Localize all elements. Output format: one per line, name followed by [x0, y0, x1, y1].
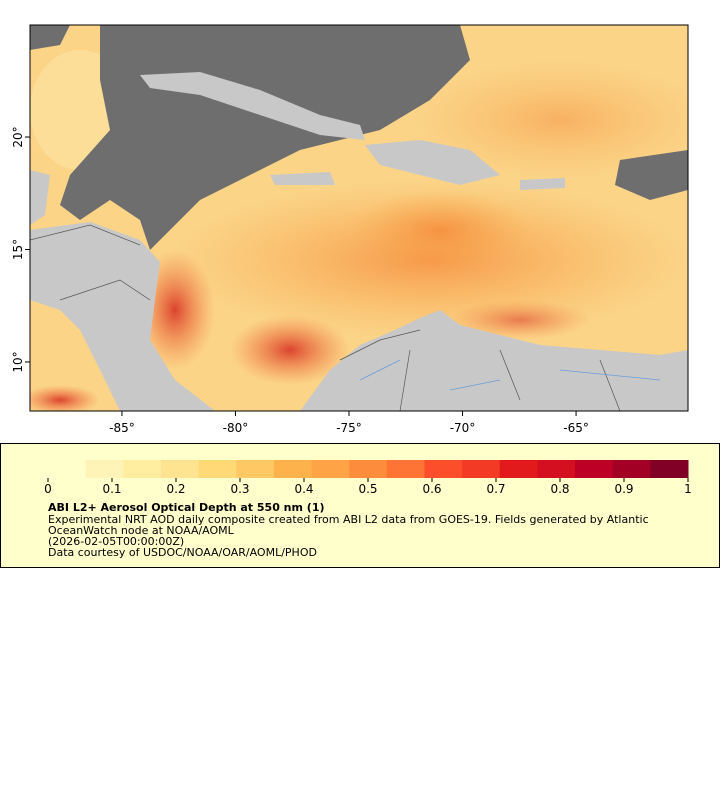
x-tick-label: -80° — [223, 421, 249, 435]
colorbar-swatch — [160, 460, 200, 478]
y-tick-label: 10° — [11, 351, 25, 372]
colorbar-swatch — [650, 460, 689, 478]
y-tick-label: 20° — [11, 126, 25, 147]
legend-line: OceanWatch node at NOAA/AOML — [48, 524, 235, 537]
colorbar-swatch — [499, 460, 538, 478]
colorbar-swatch — [575, 460, 614, 478]
x-tick-label: -75° — [336, 421, 362, 435]
colorbar-swatch — [123, 460, 162, 478]
colorbar-tick-label: 0.5 — [358, 482, 377, 496]
colorbar-tick-label: 0.9 — [614, 482, 633, 496]
colorbar-tick-label: 0.1 — [102, 482, 121, 496]
colorbar-swatch — [424, 460, 463, 478]
colorbar-swatch — [462, 460, 501, 478]
map-image — [30, 25, 688, 411]
legend-line: Data courtesy of USDOC/NOAA/OAR/AOML/PHO… — [48, 546, 317, 559]
x-tick-label: -65° — [563, 421, 589, 435]
legend-line: Experimental NRT AOD daily composite cre… — [48, 513, 649, 526]
map-axes: -85° -80° -75° -70° -65° 10° 15° 20° — [11, 126, 589, 435]
colorbar-swatch — [85, 460, 124, 478]
legend-line: (2026-02-05T00:00:00Z) — [48, 535, 184, 548]
colorbar-tick-label: 0 — [44, 482, 52, 496]
colorbar-swatch — [311, 460, 350, 478]
colorbar-tick-label: 0.4 — [294, 482, 313, 496]
colorbar-swatch — [537, 460, 576, 478]
colorbar: 0 0.1 0.2 0.3 0.4 0.5 0.6 0.7 0.8 0.9 1 — [44, 460, 692, 496]
colorbar-swatch — [612, 460, 651, 478]
colorbar-swatch — [386, 460, 425, 478]
colorbar-swatch — [236, 460, 275, 478]
colorbar-tick-label: 0.3 — [230, 482, 249, 496]
colorbar-tick-label: 1 — [684, 482, 692, 496]
colorbar-swatch — [198, 460, 237, 478]
colorbar-swatch — [48, 460, 87, 478]
x-tick-label: -70° — [450, 421, 476, 435]
map-frame — [29, 24, 689, 412]
legend-title: ABI L2+ Aerosol Optical Depth at 550 nm … — [48, 501, 325, 514]
colorbar-swatch — [349, 460, 388, 478]
y-tick-label: 15° — [11, 239, 25, 260]
colorbar-tick-label: 0.8 — [550, 482, 569, 496]
colorbar-tick-label: 0.2 — [166, 482, 185, 496]
colorbar-tick-label: 0.7 — [486, 482, 505, 496]
colorbar-swatch — [273, 460, 313, 478]
x-tick-label: -85° — [109, 421, 135, 435]
colorbar-tick-label: 0.6 — [422, 482, 441, 496]
